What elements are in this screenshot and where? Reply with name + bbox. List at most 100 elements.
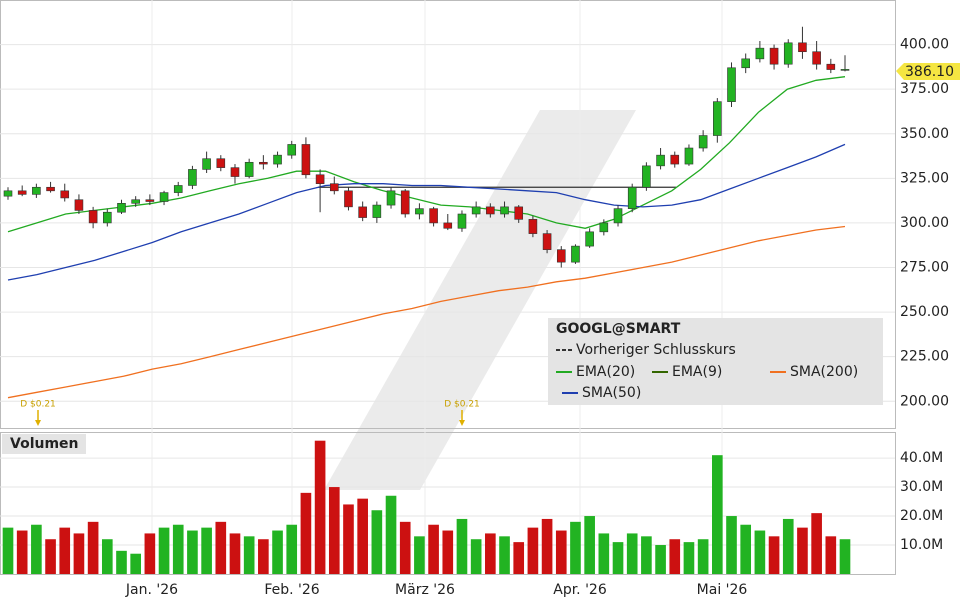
volume-bar bbox=[797, 527, 808, 574]
candle-body bbox=[783, 42, 793, 65]
volume-bar bbox=[456, 518, 468, 574]
volume-bar bbox=[414, 536, 425, 574]
candle-body bbox=[230, 167, 240, 177]
price-tag bbox=[896, 63, 960, 80]
candle-body bbox=[514, 206, 524, 220]
volume-bar bbox=[697, 539, 709, 574]
volume-bar bbox=[385, 495, 397, 574]
candle-body bbox=[443, 222, 453, 229]
x-tick-label: März '26 bbox=[395, 582, 455, 598]
volume-bar bbox=[584, 516, 595, 574]
volume-bar bbox=[470, 539, 482, 574]
y-tick-label: 375.00 bbox=[900, 81, 949, 97]
candle-body bbox=[159, 192, 169, 202]
legend bbox=[548, 318, 883, 405]
volume-bar bbox=[158, 527, 170, 574]
volume-bar bbox=[116, 550, 127, 574]
volume-bar bbox=[626, 533, 638, 574]
volume-bar bbox=[187, 530, 198, 574]
candle-body bbox=[386, 190, 396, 206]
candle-body bbox=[642, 165, 651, 188]
ma-line bbox=[7, 76, 846, 233]
candle-body bbox=[216, 158, 226, 168]
volume-bar bbox=[499, 536, 510, 574]
volume-bar bbox=[101, 539, 113, 574]
volume-bar bbox=[314, 440, 326, 574]
candle-body bbox=[769, 47, 779, 65]
candle-body bbox=[315, 174, 325, 184]
candle-body bbox=[812, 51, 821, 65]
candle-body bbox=[329, 183, 339, 192]
candle-body bbox=[173, 185, 183, 193]
volume-bar bbox=[513, 542, 525, 574]
legend-label: EMA(9) bbox=[672, 364, 722, 380]
volume-bar bbox=[343, 504, 354, 574]
volume-bar bbox=[243, 536, 255, 574]
volume-bar bbox=[371, 510, 383, 574]
candle-body bbox=[358, 206, 367, 218]
candle-body bbox=[145, 199, 155, 202]
volume-bar bbox=[428, 524, 439, 574]
y-tick-label: 300.00 bbox=[900, 215, 949, 231]
candle-body bbox=[60, 190, 70, 199]
watermark bbox=[324, 110, 636, 490]
candle-body bbox=[244, 161, 254, 177]
volume-bar bbox=[442, 530, 454, 574]
volume-bar bbox=[669, 539, 681, 574]
candle-body bbox=[471, 206, 481, 215]
candle-body bbox=[429, 208, 438, 224]
volume-bar bbox=[754, 530, 766, 574]
y-tick-label: 225.00 bbox=[900, 349, 949, 365]
volume-bar bbox=[641, 536, 652, 574]
volume-bar bbox=[272, 530, 283, 574]
candle-body bbox=[684, 147, 694, 165]
volume-panel bbox=[0, 432, 896, 575]
volume-bar bbox=[16, 530, 28, 574]
volume-bar bbox=[357, 498, 368, 574]
candle-body bbox=[344, 190, 353, 208]
dividend-arrowhead bbox=[35, 420, 41, 426]
volume-bar bbox=[201, 527, 212, 574]
volume-bar bbox=[399, 521, 411, 574]
candle-body bbox=[372, 204, 382, 218]
legend-label: EMA(20) bbox=[576, 364, 635, 380]
volume-bar bbox=[541, 518, 553, 574]
volume-bar bbox=[258, 539, 269, 574]
x-tick-label: Mai '26 bbox=[697, 582, 748, 598]
volume-bar bbox=[555, 530, 567, 574]
volume-bar bbox=[328, 487, 340, 574]
candle-body bbox=[17, 190, 27, 195]
candle-body bbox=[74, 199, 84, 211]
candle-body bbox=[556, 249, 566, 263]
volume-bar bbox=[839, 539, 851, 574]
volume-bar bbox=[811, 513, 822, 574]
volume-bar bbox=[59, 527, 71, 574]
volume-bar bbox=[612, 542, 624, 574]
y-tick-label: 275.00 bbox=[900, 260, 949, 276]
candle-body bbox=[500, 206, 509, 215]
volume-bar bbox=[2, 527, 14, 574]
volume-bar bbox=[527, 527, 539, 574]
candle-body bbox=[103, 211, 112, 224]
x-tick-label: Apr. '26 bbox=[553, 582, 607, 598]
ma-line bbox=[7, 225, 846, 399]
candle-body bbox=[457, 213, 467, 229]
volume-bar bbox=[87, 521, 99, 574]
candle-body bbox=[273, 154, 282, 165]
y-tick-label: 20.0M bbox=[900, 508, 943, 524]
y-tick-label: 350.00 bbox=[900, 126, 949, 142]
volume-bar bbox=[726, 516, 737, 574]
y-tick-label: 400.00 bbox=[900, 37, 949, 53]
y-tick-label: 200.00 bbox=[900, 393, 949, 409]
y-tick-label: 250.00 bbox=[900, 304, 949, 320]
candle-body bbox=[826, 63, 836, 70]
candle-body bbox=[32, 186, 41, 195]
y-tick-label: 30.0M bbox=[900, 479, 943, 495]
candle-body bbox=[585, 231, 594, 247]
volume-bar bbox=[740, 524, 752, 574]
volume-bar bbox=[45, 539, 56, 574]
candle-body bbox=[755, 47, 765, 60]
dividend-label: D $0.21 bbox=[444, 400, 480, 410]
candle-body bbox=[301, 144, 311, 176]
